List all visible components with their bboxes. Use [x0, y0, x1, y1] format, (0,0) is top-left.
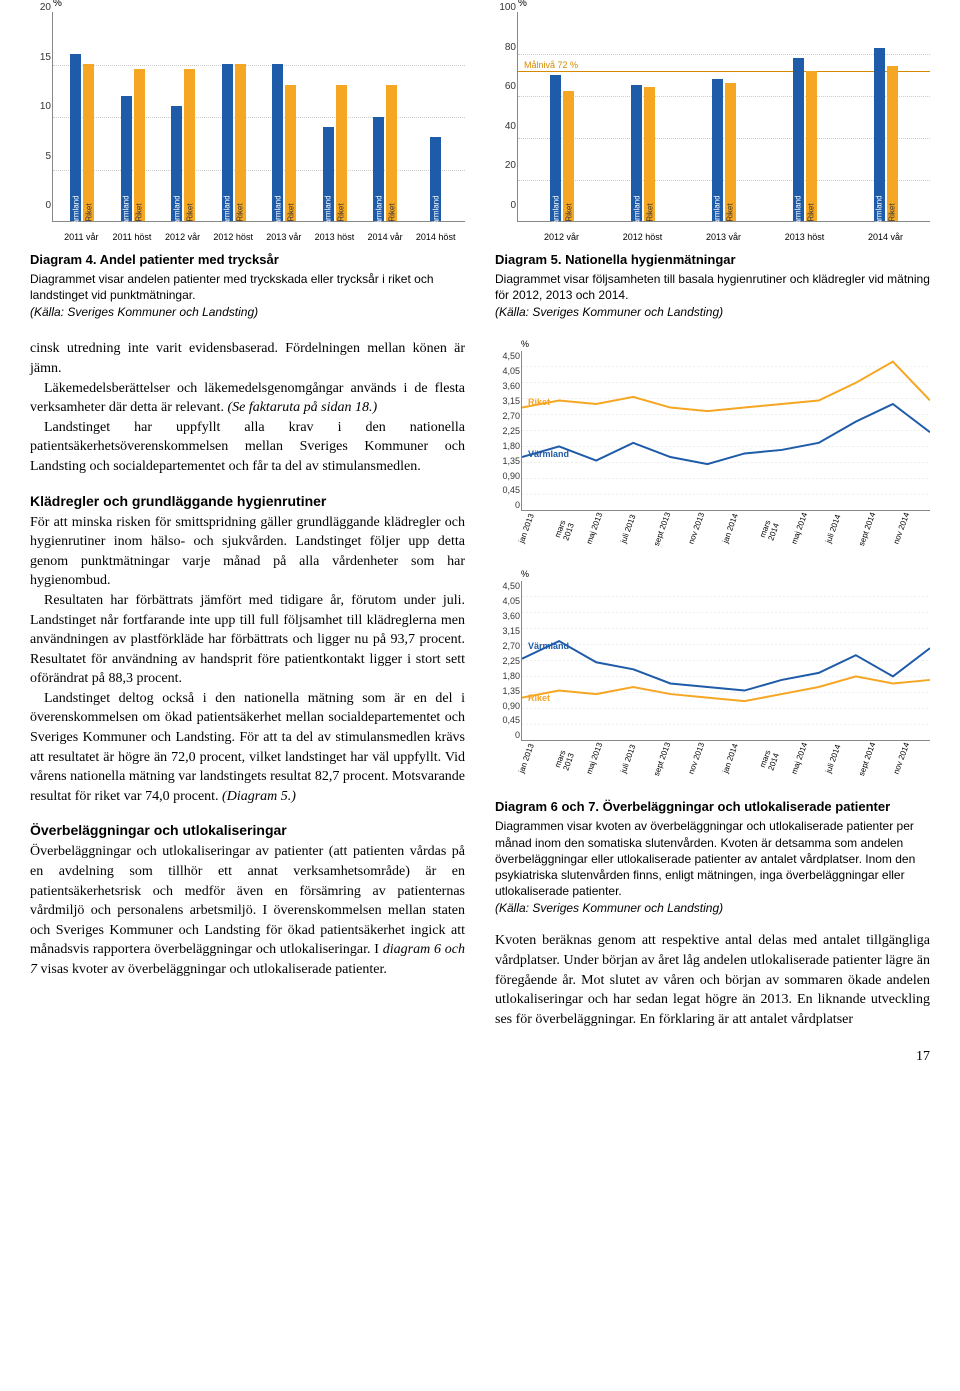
y-unit-label: % — [518, 0, 527, 9]
diagram-6-xaxis: jan 2013mars 2013maj 2013juli 2013sept 2… — [521, 515, 930, 551]
diagram-5-xaxis: 2012 vår2012 höst2013 vår2013 höst2014 v… — [517, 232, 930, 242]
series-label-varmland: Värmland — [528, 449, 569, 459]
diagram-6-wrap: % 4,504,053,603,152,702,251,801,350,900,… — [495, 339, 930, 551]
diagram-4-bars: VärmlandRiketVärmlandRiketVärmlandRiketV… — [53, 12, 465, 221]
right-body-text: Kvoten beräknas genom att respektive ant… — [495, 931, 930, 1029]
diagram-5-source: (Källa: Sveriges Kommuner och Landsting) — [495, 305, 930, 319]
series-label-riket: Riket — [528, 693, 550, 703]
diagram-4-yticks: 20151050 — [31, 2, 51, 211]
diagram-6-7-title: Diagram 6 och 7. Överbeläggningar och ut… — [495, 799, 930, 814]
diagram-4-xaxis: 2011 vår2011 höst2012 vår2012 höst2013 v… — [52, 232, 465, 242]
diagram-5-desc: Diagrammet visar följsamheten till basal… — [495, 271, 930, 303]
diagram-4-title: Diagram 4. Andel patienter med trycksår — [30, 252, 465, 267]
diagram-6-7-caption: Diagram 6 och 7. Överbeläggningar och ut… — [495, 799, 930, 915]
series-label-riket: Riket — [528, 397, 550, 407]
right-column: % 4,504,053,603,152,702,251,801,350,900,… — [495, 339, 930, 1029]
diagram-7-wrap: % 4,504,053,603,152,702,251,801,350,900,… — [495, 569, 930, 781]
diagram-4-desc: Diagrammet visar andelen patienter med t… — [30, 271, 465, 303]
right-para-1: Kvoten beräknas genom att respektive ant… — [495, 931, 930, 1029]
diagram-7-xaxis: jan 2013mars 2013maj 2013juli 2013sept 2… — [521, 745, 930, 781]
para-5: Resultaten har förbättrats jämfört med t… — [30, 591, 465, 689]
heading-overbelaggningar: Överbeläggningar och utlokaliseringar — [30, 822, 465, 838]
diagram-6-chart: 4,504,053,603,152,702,251,801,350,900,45… — [521, 351, 930, 511]
diagram-4-chart: % 20151050 VärmlandRiketVärmlandRiketVär… — [52, 12, 465, 222]
diagram-7-chart: 4,504,053,603,152,702,251,801,350,900,45… — [521, 581, 930, 741]
diagram-5-chart: % 100806040200 Målnivå 72 % VärmlandRike… — [517, 12, 930, 222]
diagram-5-column: % 100806040200 Målnivå 72 % VärmlandRike… — [495, 12, 930, 319]
diagram-5-yticks: 100806040200 — [496, 2, 516, 211]
diagram-7-yticks: 4,504,053,603,152,702,251,801,350,900,45… — [496, 581, 520, 740]
diagram-7-svg — [522, 581, 930, 740]
diagram-6-7-source: (Källa: Sveriges Kommuner och Landsting) — [495, 901, 930, 915]
diagram-6-7-desc: Diagrammen visar kvoten av överbeläggnin… — [495, 818, 930, 899]
para-3: Landstinget har uppfyllt alla krav i den… — [30, 418, 465, 477]
diagram-4-column: % 20151050 VärmlandRiketVärmlandRiketVär… — [30, 12, 465, 319]
para-4: För att minska risken för smittspridning… — [30, 513, 465, 591]
para-2: Läkemedelsberättelser och läkemedelsgeno… — [30, 379, 465, 418]
page-number: 17 — [30, 1049, 930, 1065]
diagram-5-caption: Diagram 5. Nationella hygienmätningar Di… — [495, 252, 930, 319]
heading-kladregler: Klädregler och grundläggande hygienrutin… — [30, 493, 465, 509]
diagram-6-yticks: 4,504,053,603,152,702,251,801,350,900,45… — [496, 351, 520, 510]
para-6: Landstinget deltog också i den nationell… — [30, 689, 465, 807]
series-label-varmland: Värmland — [528, 641, 569, 651]
diagram-4-caption: Diagram 4. Andel patienter med trycksår … — [30, 252, 465, 319]
diagram-5-title: Diagram 5. Nationella hygienmätningar — [495, 252, 930, 267]
y-unit-label: % — [521, 569, 930, 579]
diagram-4-source: (Källa: Sveriges Kommuner och Landsting) — [30, 305, 465, 319]
para-7: Överbeläggningar och utlokaliseringar av… — [30, 842, 465, 979]
body-columns: cinsk utredning inte varit evidensbasera… — [30, 339, 930, 1029]
y-unit-label: % — [521, 339, 930, 349]
top-charts-row: % 20151050 VärmlandRiketVärmlandRiketVär… — [30, 12, 930, 319]
y-unit-label: % — [53, 0, 62, 9]
left-column: cinsk utredning inte varit evidensbasera… — [30, 339, 465, 1029]
diagram-6-svg — [522, 351, 930, 510]
diagram-5-bars: VärmlandRiketVärmlandRiketVärmlandRiketV… — [518, 12, 930, 221]
para-1: cinsk utredning inte varit evidensbasera… — [30, 339, 465, 378]
